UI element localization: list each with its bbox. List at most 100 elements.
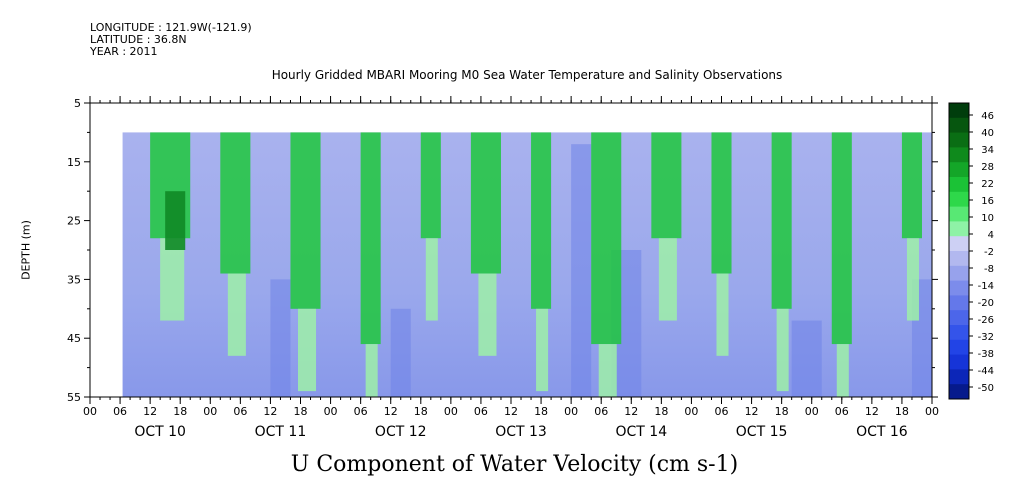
colorbar-tick-label: -44 (978, 366, 994, 377)
colorbar-swatch (949, 295, 969, 311)
x-tick-label: 00 (444, 405, 458, 418)
weak-positive-velocity-cell (297, 308, 317, 392)
positive-velocity-cell (591, 132, 622, 345)
x-tick-label: 00 (805, 405, 819, 418)
colorbar-swatch (949, 177, 969, 193)
x-tick-label: 00 (324, 405, 338, 418)
plot-area (122, 132, 932, 397)
colorbar-tick-label: -20 (978, 298, 994, 309)
x-tick-label: 12 (143, 405, 157, 418)
weak-positive-velocity-cell (478, 273, 497, 356)
colorbar-tick-label: -8 (984, 264, 994, 275)
colorbar-tick-label: -2 (984, 247, 994, 258)
x-tick-label: 06 (835, 405, 849, 418)
colorbar-swatch (949, 191, 969, 208)
colorbar-swatch (949, 221, 969, 237)
y-tick-label: 25 (67, 215, 81, 228)
colorbar-tick-label: -32 (978, 332, 994, 343)
negative-velocity-cell (791, 320, 822, 397)
y-tick-label: 5 (74, 97, 81, 110)
weak-positive-velocity-cell (836, 344, 849, 397)
x-tick-label: 12 (624, 405, 638, 418)
weak-positive-velocity-cell (906, 238, 919, 321)
x-tick-label: 18 (173, 405, 187, 418)
positive-velocity-cell (470, 132, 501, 274)
positive-velocity-cell (531, 132, 552, 309)
negative-velocity-cell (390, 308, 411, 397)
x-tick-label: 18 (895, 405, 909, 418)
day-label: OCT 11 (255, 424, 307, 440)
y-tick-label: 15 (67, 156, 81, 169)
colorbar-swatch (949, 280, 969, 296)
colorbar-swatch (949, 369, 969, 385)
x-tick-label: 00 (925, 405, 939, 418)
strong-positive-velocity-cell (165, 191, 186, 250)
colorbar-swatch (949, 206, 969, 222)
colorbar-tick-label: -14 (978, 281, 994, 292)
x-tick-label: 06 (113, 405, 127, 418)
day-label: OCT 14 (615, 424, 667, 440)
positive-velocity-cell (220, 132, 251, 274)
colorbar-tick-label: 10 (981, 213, 994, 224)
colorbar-swatch (949, 251, 969, 267)
colorbar: 46 40 34 28 22 16 10 4 -2 -8 -14 -20 -26 -32 -38 -44 -50 (948, 102, 994, 400)
negative-velocity-cell (270, 279, 291, 397)
colorbar-swatch (949, 325, 969, 341)
x-axis-title: U Component of Water Velocity (cm s-1) (290, 452, 739, 477)
colorbar-swatch (949, 265, 969, 282)
chart-title: Hourly Gridded MBARI Mooring M0 Sea Wate… (271, 68, 783, 82)
weak-positive-velocity-cell (658, 238, 677, 321)
weak-positive-velocity-cell (536, 308, 549, 392)
x-tick-label: 06 (354, 405, 368, 418)
x-tick-label: 00 (564, 405, 578, 418)
colorbar-tick-label: 40 (981, 128, 994, 139)
weak-positive-velocity-cell (365, 344, 378, 397)
colorbar-swatch (949, 339, 969, 356)
x-tick-label: 12 (263, 405, 277, 418)
colorbar-swatch (949, 384, 969, 400)
x-tick-label: 12 (504, 405, 518, 418)
colorbar-tick-label: -38 (978, 349, 994, 360)
x-tick-label: 00 (203, 405, 217, 418)
positive-velocity-cell (711, 132, 732, 274)
colorbar-swatch (949, 310, 969, 326)
colorbar-tick-label: 4 (988, 230, 994, 241)
metadata-block: LONGITUDE : 121.9W(-121.9) LATITUDE : 36… (90, 22, 252, 58)
colorbar-tick-label: 46 (981, 111, 994, 122)
colorbar-swatch (949, 117, 969, 134)
x-tick-label: 18 (534, 405, 548, 418)
colorbar-swatch (949, 162, 969, 178)
positive-velocity-cell (290, 132, 321, 309)
weak-positive-velocity-cell (425, 238, 438, 321)
colorbar-tick-label: -50 (978, 383, 994, 394)
x-tick-label: 18 (654, 405, 668, 418)
weak-positive-velocity-cell (716, 273, 729, 356)
positive-velocity-cell (901, 132, 922, 239)
weak-positive-velocity-cell (776, 308, 789, 392)
weak-positive-velocity-cell (598, 344, 617, 397)
y-tick-label: 55 (67, 391, 81, 404)
colorbar-swatch (949, 103, 969, 119)
x-tick-label: 18 (414, 405, 428, 418)
positive-velocity-cell (651, 132, 682, 239)
y-tick-label: 45 (67, 332, 81, 345)
weak-positive-velocity-cell (227, 273, 246, 356)
x-tick-label: 12 (745, 405, 759, 418)
x-tick-label: 00 (83, 405, 97, 418)
x-tick-label: 12 (865, 405, 879, 418)
positive-velocity-cell (360, 132, 381, 345)
day-label: OCT 13 (495, 424, 547, 440)
x-tick-label: 00 (684, 405, 698, 418)
year-label: YEAR : 2011 (90, 45, 158, 58)
colorbar-tick-label: 34 (981, 145, 994, 156)
positive-velocity-cell (831, 132, 852, 345)
x-tick-label: 06 (474, 405, 488, 418)
x-tick-label: 06 (715, 405, 729, 418)
longitude-label: LONGITUDE : 121.9W(-121.9) (90, 21, 252, 34)
positive-velocity-cell (420, 132, 441, 239)
colorbar-swatch (949, 147, 969, 163)
day-label: OCT 12 (375, 424, 427, 440)
x-tick-label: 06 (594, 405, 608, 418)
